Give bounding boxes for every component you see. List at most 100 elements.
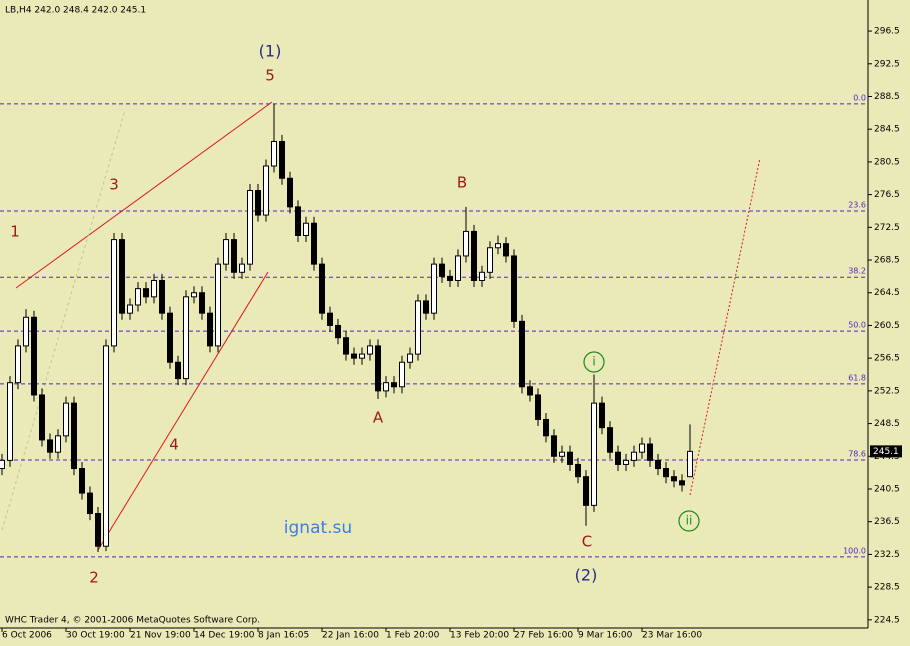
candle-body <box>551 435 557 457</box>
wave-label: 3 <box>109 176 119 194</box>
candle-body <box>271 140 277 167</box>
candle-body <box>655 459 661 470</box>
chart-title: LB,H4 242.0 248.4 242.0 245.1 <box>5 6 146 16</box>
y-tick-label: 296.5 <box>874 27 900 37</box>
wave-label: C <box>582 533 592 551</box>
fib-label: 38.2 <box>848 267 866 276</box>
candle-body <box>151 279 157 298</box>
wave-line <box>97 271 269 551</box>
y-tick-label: 292.5 <box>874 59 900 69</box>
candle-body <box>415 300 421 355</box>
candle-body <box>647 443 653 461</box>
candle-body <box>127 304 133 314</box>
candle-body <box>439 263 445 277</box>
candle-body <box>279 140 285 179</box>
candle-body <box>327 312 333 326</box>
price-label-box <box>870 445 902 458</box>
candle-body <box>255 190 261 216</box>
candle-body <box>479 271 485 281</box>
y-tick-label: 280.5 <box>874 157 900 167</box>
y-tick-label: 236.5 <box>874 517 900 527</box>
candle-body <box>183 296 189 380</box>
candle-body <box>239 263 245 273</box>
x-tick-label: 30 Oct 19:00 <box>66 631 125 641</box>
candle-body <box>343 337 349 355</box>
x-tick-label: 21 Nov 19:00 <box>130 631 191 641</box>
wave-label: i <box>592 355 595 369</box>
annotation-circle <box>583 351 605 373</box>
candle-body <box>527 386 533 396</box>
candle-body <box>367 345 373 355</box>
candle-body <box>607 427 613 453</box>
price-label: 245.1 <box>873 447 899 457</box>
candle-body <box>559 451 565 457</box>
candle-body <box>359 353 365 359</box>
fib-label: 0.0 <box>853 93 866 102</box>
fib-label: 78.6 <box>848 449 866 458</box>
candle-body <box>351 353 357 359</box>
candle-body <box>663 468 669 478</box>
candle-body <box>95 513 101 547</box>
y-tick-label: 260.5 <box>874 321 900 331</box>
candle-body <box>503 243 509 257</box>
y-tick-label: 232.5 <box>874 550 900 560</box>
candle-body <box>311 222 317 265</box>
candle-body <box>519 320 525 388</box>
candle-body <box>7 382 13 461</box>
candle-body <box>591 402 597 506</box>
projection-line <box>689 157 761 496</box>
y-tick-label: 256.5 <box>874 354 900 364</box>
candle-body <box>447 275 453 281</box>
x-tick-label: 1 Feb 20:00 <box>386 631 440 641</box>
candle-body <box>335 324 341 339</box>
candle-body <box>167 312 173 363</box>
candle-body <box>0 459 5 470</box>
candle-body <box>63 402 69 437</box>
candle-body <box>111 239 117 347</box>
candle-body <box>215 263 221 347</box>
wave-label: 2 <box>89 569 99 587</box>
fib-label: 50.0 <box>848 321 866 330</box>
candle-body <box>583 476 589 506</box>
y-tick-label: 276.5 <box>874 190 900 200</box>
candle-body <box>687 450 693 478</box>
candle-body <box>199 292 205 314</box>
fib-label: 23.6 <box>848 200 866 209</box>
candle-body <box>679 480 685 486</box>
fib-label: 61.8 <box>848 373 866 382</box>
candle-body <box>671 476 677 482</box>
y-tick-label: 284.5 <box>874 125 900 135</box>
y-tick-label: 288.5 <box>874 92 900 102</box>
wave-label: 1 <box>10 223 20 241</box>
y-tick-label: 252.5 <box>874 386 900 396</box>
candle-body <box>575 463 581 478</box>
candle-body <box>463 230 469 257</box>
footer: WHC Trader 4, © 2001-2006 MetaQuotes Sof… <box>5 616 260 626</box>
wave-label: A <box>373 409 384 427</box>
candle-body <box>487 247 493 273</box>
candle-body <box>23 316 29 347</box>
candle-body <box>615 451 621 465</box>
candle-body <box>639 443 645 453</box>
candle-body <box>599 402 605 429</box>
candle-body <box>175 361 181 380</box>
candle-body <box>135 288 141 306</box>
x-tick-label: 22 Jan 16:00 <box>322 631 379 641</box>
candle-body <box>263 165 269 216</box>
candle-body <box>47 439 53 453</box>
candle-body <box>79 468 85 494</box>
wave-label: (2) <box>575 566 598 585</box>
candle-body <box>71 402 77 470</box>
candle-body <box>15 345 21 384</box>
candle-body <box>103 345 109 547</box>
candle-body <box>567 451 573 465</box>
y-tick-label: 264.5 <box>874 288 900 298</box>
candle-body <box>623 459 629 465</box>
candle-body <box>223 239 229 265</box>
x-tick-label: 9 Mar 16:00 <box>578 631 633 641</box>
candle-body <box>119 239 125 314</box>
candle-body <box>87 492 93 515</box>
x-tick-label: 14 Dec 19:00 <box>194 631 255 641</box>
candle-body <box>375 345 381 392</box>
